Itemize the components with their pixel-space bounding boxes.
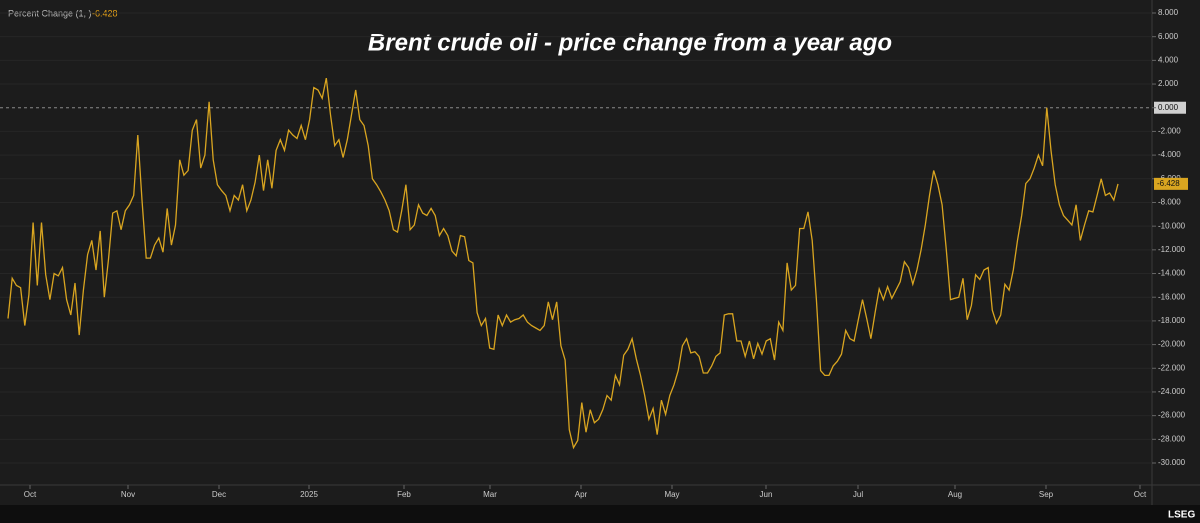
y-tick-label: -30.000 (1158, 458, 1186, 467)
x-tick-label: Aug (948, 490, 962, 499)
y-tick-label: -18.000 (1158, 316, 1186, 325)
y-tick-label: 2.000 (1158, 79, 1179, 88)
y-tick-label: -2.000 (1158, 127, 1181, 136)
x-tick-label: Jul (853, 490, 863, 499)
x-tick-label: Dec (212, 490, 226, 499)
x-tick-label: Oct (24, 490, 37, 499)
footer-bar (0, 505, 1200, 523)
x-tick-label: May (664, 490, 679, 499)
y-tick-label: -16.000 (1158, 292, 1186, 301)
x-tick-label: Oct (1134, 490, 1147, 499)
chart-title: Brent crude oil - price change from a ye… (368, 29, 892, 56)
data-line (7, 77, 1119, 450)
y-tick-label: -20.000 (1158, 340, 1186, 349)
x-tick-label: Nov (121, 490, 135, 499)
y-tick-label: -10.000 (1158, 221, 1186, 230)
y-tick-label: -24.000 (1158, 387, 1186, 396)
y-tick-label: -8.000 (1158, 198, 1181, 207)
x-tick-label: Sep (1039, 490, 1054, 499)
brand: LSEG (1168, 510, 1195, 521)
y-tick-label: 4.000 (1158, 55, 1179, 64)
y-tick-label: -26.000 (1158, 411, 1186, 420)
last-value-badge (1154, 177, 1188, 190)
last-value-label: -6.428 (1157, 179, 1180, 188)
x-tick-label: 2025 (300, 490, 318, 499)
y-tick-label: 0.000 (1158, 103, 1179, 112)
x-tick-label: Feb (397, 490, 411, 499)
x-tick-label: Jun (760, 490, 773, 499)
y-tick-label: -12.000 (1158, 245, 1186, 254)
y-tick-label: -22.000 (1158, 363, 1186, 372)
y-tick-label: 6.000 (1158, 32, 1179, 41)
y-tick-label: -4.000 (1158, 150, 1181, 159)
zero-badge (1154, 101, 1186, 114)
x-tick-label: Apr (575, 490, 588, 499)
y-tick-label: -28.000 (1158, 434, 1186, 443)
y-tick-label: 8.000 (1158, 8, 1179, 17)
y-tick-label: -14.000 (1158, 269, 1186, 278)
x-tick-label: Mar (483, 490, 497, 499)
